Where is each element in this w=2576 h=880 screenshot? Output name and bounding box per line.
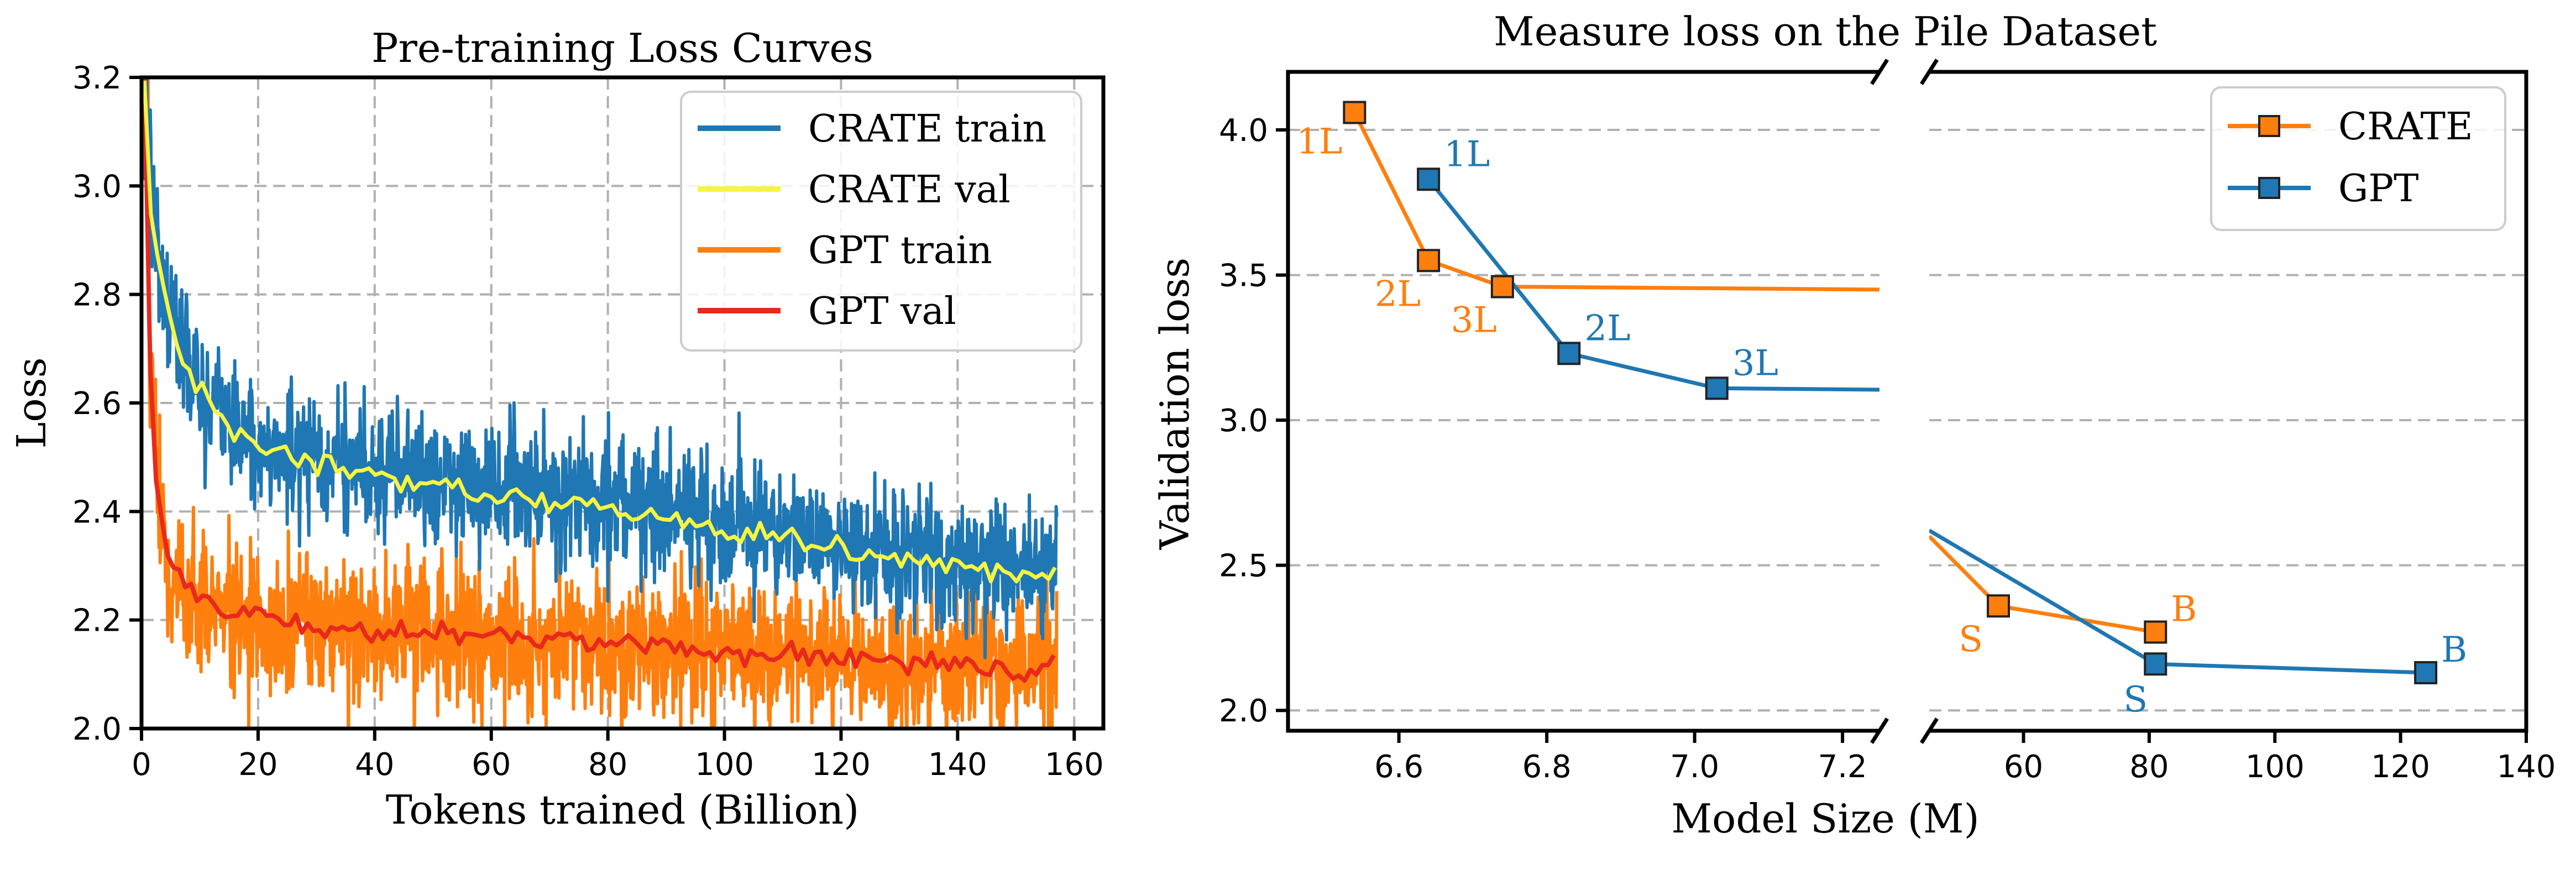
chart1-xtick-label-100: 100: [695, 747, 754, 783]
chart2-left-panel-series: [1353, 111, 1879, 392]
label-gpt-2l: 2L: [1584, 308, 1630, 349]
legend-marker-gpt: [2258, 177, 2280, 199]
chart2-right-xtick-label-140: 140: [2497, 749, 2556, 785]
chart2-legend: CRATE GPT: [2210, 86, 2506, 231]
point-gpt-1l: [1417, 167, 1441, 191]
label-gpt-size-b: B: [2441, 630, 2467, 671]
chart2-right-xtick-label-80: 80: [2129, 749, 2169, 785]
point-crate-3l: [1490, 275, 1514, 298]
chart1-xtick-label-40: 40: [355, 747, 394, 783]
chart2-axis-break-mark: [1870, 717, 1889, 744]
chart1-ytick-label-2.8: 2.8: [72, 277, 122, 313]
series-gpt-left-line: [1427, 178, 1879, 392]
point-crate-size-s: [1987, 594, 2010, 618]
chart1-ytick-label-3.2: 3.2: [72, 60, 122, 96]
series-gpt-val-line: [142, 77, 1056, 683]
chart1-xtick-label-160: 160: [1045, 747, 1104, 783]
label-gpt-1l: 1L: [1444, 134, 1490, 175]
chart2-markers: 1L 2L 3L S B 1L 2L 3L S B: [1296, 101, 2467, 720]
chart1-x-axis-label: Tokens trained (Billion): [386, 787, 859, 833]
chart2-ytick-label-2.0: 2.0: [1219, 693, 1268, 729]
chart2-plot-frame: [1286, 59, 2528, 744]
chart2-x-axis-label: Model Size (M): [1671, 795, 1979, 842]
label-crate-size-b: B: [2171, 589, 2197, 630]
legend-label-gpt-val: GPT val: [808, 290, 956, 333]
chart2-legend-box: [2210, 86, 2506, 231]
chart2-ytick-label-3.5: 3.5: [1219, 258, 1268, 294]
chart2-right-xtick-label-60: 60: [2004, 749, 2043, 785]
chart2-axis-break-mark: [1920, 717, 1939, 744]
chart1-legend-box: [680, 91, 1082, 352]
chart2-ytick-label-4.0: 4.0: [1219, 113, 1268, 149]
chart2-axis-break-mark: [1920, 59, 1939, 85]
point-gpt-2l: [1557, 342, 1581, 365]
chart1-ytick-label-2.4: 2.4: [72, 494, 122, 530]
chart1-xtick-label-120: 120: [811, 747, 871, 783]
chart2-series-group: 1L 2L 3L S B 1L 2L 3L S B: [1296, 101, 2467, 720]
chart1-axis-ticks: 0 20 40 60 80 100 120 140 160 2.0 2.2 2.4 2.6 2.8 3.0 3…: [72, 60, 1104, 783]
chart1-ytick-label-3.0: 3.0: [72, 169, 122, 205]
chart2-left-xtick-label-6.6: 6.6: [1374, 749, 1423, 785]
chart1-title: Pre-training Loss Curves: [371, 25, 873, 71]
label-crate-size-s: S: [1959, 619, 1983, 660]
chart1-xtick-label-0: 0: [132, 747, 151, 783]
point-crate-2l: [1417, 249, 1441, 273]
chart1-xtick-label-20: 20: [238, 747, 278, 783]
chart1-ytick-label-2.0: 2.0: [72, 711, 122, 747]
chart2-left-xtick-label-7.2: 7.2: [1818, 749, 1867, 785]
legend-label-gpt: GPT: [2338, 167, 2418, 211]
chart2-left-xtick-label-6.8: 6.8: [1522, 749, 1572, 785]
legend-label-crate-val: CRATE val: [808, 168, 1010, 212]
chart2-title: Measure loss on the Pile Dataset: [1494, 8, 2157, 55]
chart1-ytick-label-2.2: 2.2: [72, 603, 122, 639]
chart1-xtick-label-80: 80: [588, 747, 627, 783]
series-crate-left-line: [1353, 111, 1879, 292]
label-gpt-size-s: S: [2123, 679, 2148, 720]
point-crate-size-b: [2144, 620, 2167, 644]
label-crate-2l: 2L: [1375, 274, 1421, 315]
point-gpt-3l: [1705, 376, 1729, 400]
chart2-ytick-label-2.5: 2.5: [1219, 548, 1268, 584]
chart1-series-group: [142, 77, 1059, 729]
chart2-y-axis-label: Validation loss: [1151, 258, 1198, 550]
chart1-ytick-label-2.6: 2.6: [72, 386, 122, 422]
pretraining-loss-chart: Pre-training Loss Curves 0 20 40 60 80 100 120…: [8, 25, 1106, 833]
point-gpt-size-s: [2144, 652, 2167, 676]
legend-label-crate-train: CRATE train: [808, 107, 1046, 151]
series-crate-val-line: [142, 80, 1057, 584]
legend-marker-crate: [2258, 115, 2280, 137]
chart2-axis-ticks: 2.0 2.5 3.0 3.5 4.0 6.6 6.8 7.0 7.2 60 80 100 120 140: [1219, 113, 2556, 785]
point-gpt-size-b: [2414, 661, 2438, 684]
legend-label-crate: CRATE: [2338, 105, 2473, 149]
chart2-left-frame: [1286, 70, 1879, 733]
label-crate-3l: 3L: [1451, 300, 1497, 341]
series-gpt-train-line: [143, 77, 1059, 729]
chart2-right-frame: [1929, 70, 2528, 733]
legend-label-gpt-train: GPT train: [808, 229, 992, 273]
label-gpt-3l: 3L: [1732, 343, 1778, 384]
chart2-axis-break-mark: [1870, 59, 1889, 85]
chart2-left-xtick-label-7.0: 7.0: [1670, 749, 1719, 785]
label-crate-1l: 1L: [1296, 122, 1342, 163]
chart1-xtick-label-60: 60: [472, 747, 511, 783]
pile-validation-loss-chart: Measure loss on the Pile Dataset 1L 2L 3L S…: [1151, 8, 2556, 842]
chart2-right-xtick-label-100: 100: [2245, 749, 2305, 785]
chart1-legend: CRATE train CRATE val GPT train GPT val: [680, 91, 1082, 352]
point-crate-1l: [1343, 101, 1366, 124]
chart1-y-axis-label: Loss: [8, 357, 55, 448]
chart1-xtick-label-140: 140: [928, 747, 987, 783]
chart2-right-xtick-label-120: 120: [2371, 749, 2430, 785]
chart2-ytick-label-3.0: 3.0: [1219, 403, 1268, 439]
